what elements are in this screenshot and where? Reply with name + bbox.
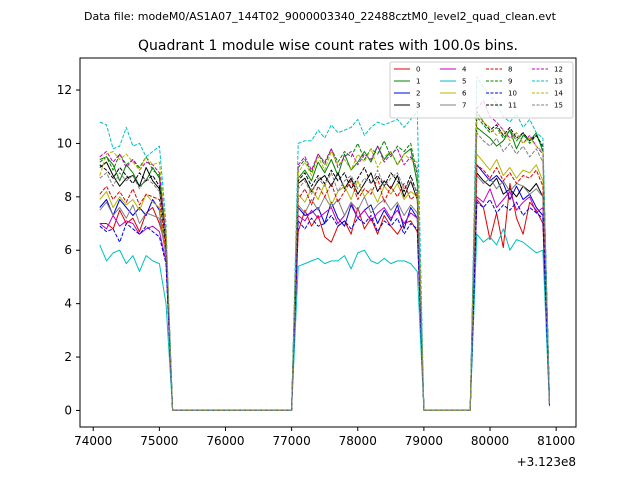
- chart-title: Quadrant 1 module wise count rates with …: [138, 38, 518, 54]
- plot-area: [79, 57, 577, 428]
- x-tick-label: 75000: [140, 434, 178, 448]
- axes-frame: [79, 57, 577, 428]
- x-axis: 74000 75000 76000 77000 78000 79000 80000 81000: [74, 427, 575, 448]
- legend-label-12: 12: [554, 66, 563, 74]
- legend-label-10: 10: [508, 90, 517, 98]
- legend-label-8: 8: [508, 66, 512, 74]
- y-tick-label: 10: [57, 136, 72, 150]
- y-tick-label: 12: [57, 83, 72, 97]
- legend-label-14: 14: [554, 90, 563, 98]
- y-tick-label: 0: [64, 403, 72, 417]
- series-line-15: [99, 132, 550, 411]
- x-tick-label: 80000: [471, 434, 509, 448]
- x-tick-label: 77000: [273, 434, 311, 448]
- y-tick-label: 4: [64, 297, 72, 311]
- legend-label-15: 15: [554, 102, 563, 110]
- legend-label-13: 13: [554, 78, 563, 86]
- legend-label-9: 9: [508, 78, 512, 86]
- y-tick-label: 8: [64, 190, 72, 204]
- x-tick-label: 79000: [405, 434, 443, 448]
- x-tick-label: 78000: [339, 434, 377, 448]
- x-tick-label: 74000: [74, 434, 112, 448]
- figure-suptitle: Data file: modeM0/AS1A07_144T02_90000033…: [84, 10, 557, 23]
- y-tick-label: 6: [64, 243, 72, 257]
- legend-label-4: 4: [462, 66, 467, 74]
- legend-label-6: 6: [462, 90, 467, 98]
- x-offset-label: +3.123e8: [517, 455, 576, 469]
- legend-label-7: 7: [462, 102, 466, 110]
- legend-label-3: 3: [416, 102, 420, 110]
- x-tick-label: 81000: [537, 434, 575, 448]
- legend-box: [389, 61, 574, 119]
- legend-label-2: 2: [416, 90, 420, 98]
- legend-label-5: 5: [462, 78, 466, 86]
- y-axis: 0 2 4 6 8 10 12: [57, 83, 80, 417]
- series-layer: [99, 76, 550, 411]
- y-tick-label: 2: [64, 350, 72, 364]
- x-tick-label: 76000: [206, 434, 244, 448]
- legend-label-11: 11: [508, 102, 517, 110]
- legend-label-0: 0: [416, 66, 420, 74]
- legend-label-1: 1: [416, 78, 420, 86]
